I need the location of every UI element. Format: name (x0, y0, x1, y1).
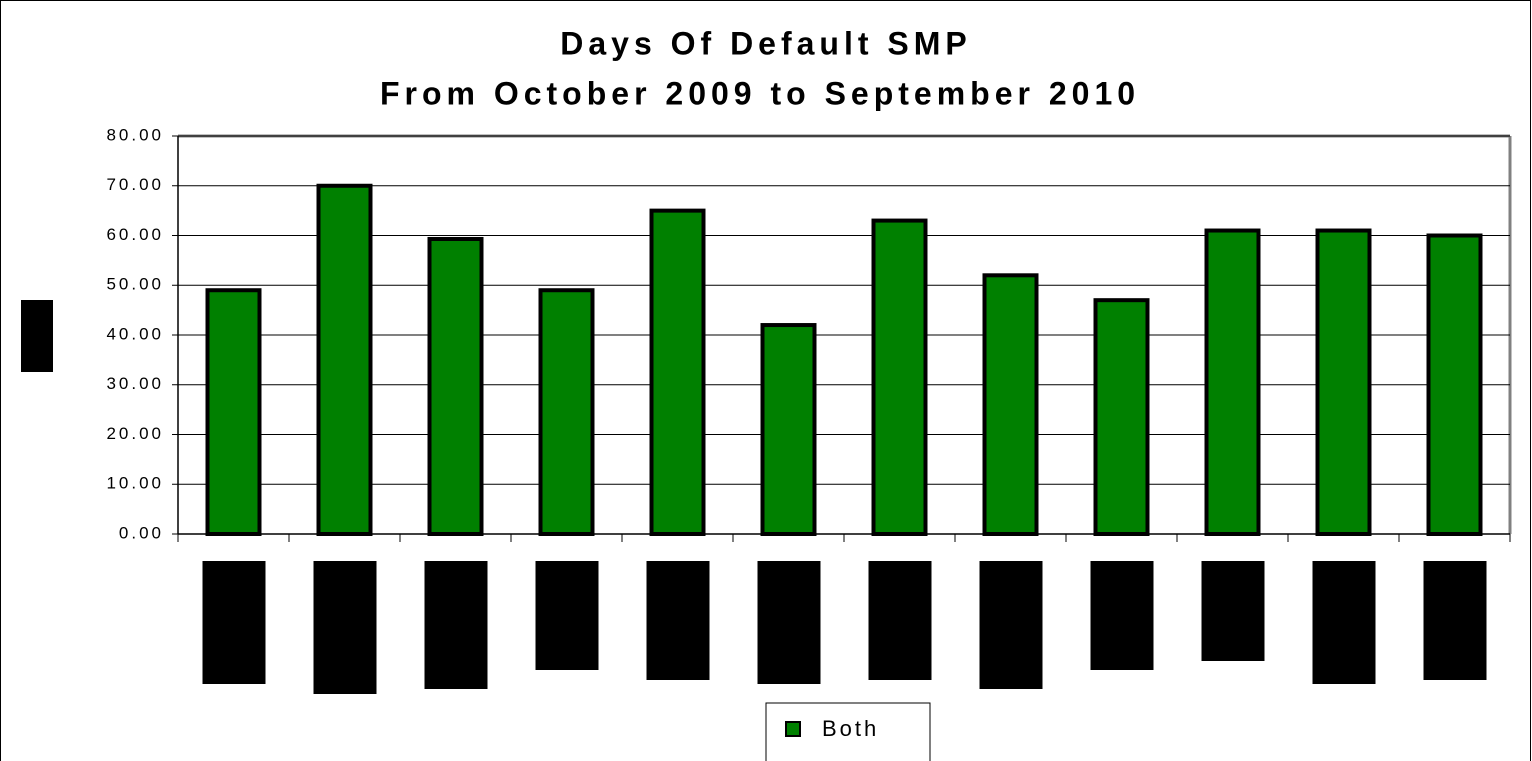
y-tick-label: 20.00 (106, 424, 164, 443)
bar (316, 183, 373, 536)
y-tick-label: 50.00 (106, 275, 164, 294)
bar (871, 218, 928, 536)
y-tick-label: 30.00 (106, 374, 164, 393)
y-tick-label: 40.00 (106, 324, 164, 343)
y-tick-label: 70.00 (106, 175, 164, 194)
y-tick-label: 10.00 (106, 474, 164, 493)
redacted-category-label (868, 561, 932, 680)
redacted-category-label (757, 561, 821, 684)
y-tick-label: 0.00 (119, 523, 164, 542)
bar (427, 236, 484, 536)
redacted-category-label (424, 561, 488, 689)
legend-swatch (785, 721, 801, 737)
bar (1426, 233, 1483, 536)
bar (1204, 228, 1261, 536)
redacted-category-label (313, 561, 377, 694)
redacted-category-label (535, 561, 599, 670)
redacted-category-label (1312, 561, 1376, 684)
redacted-category-label (646, 561, 710, 680)
legend-label: Both (822, 716, 879, 741)
bar (760, 323, 817, 536)
redacted-category-label (1090, 561, 1154, 670)
redacted-category-label (1201, 561, 1265, 661)
redacted-axis-label (21, 300, 53, 372)
bar (1093, 298, 1150, 536)
chart-subtitle: From October 2009 to September 2010 (380, 75, 1140, 111)
redacted-category-label (979, 561, 1043, 689)
bar (538, 288, 595, 536)
redacted-category-label (1423, 561, 1487, 680)
bar (205, 288, 262, 536)
chart-title: Days Of Default SMP (560, 25, 972, 61)
redacted-category-label (202, 561, 266, 684)
bar (1315, 228, 1372, 536)
bar (649, 208, 706, 536)
y-tick-label: 60.00 (106, 225, 164, 244)
y-tick-label: 80.00 (106, 125, 164, 144)
bar (982, 273, 1039, 536)
